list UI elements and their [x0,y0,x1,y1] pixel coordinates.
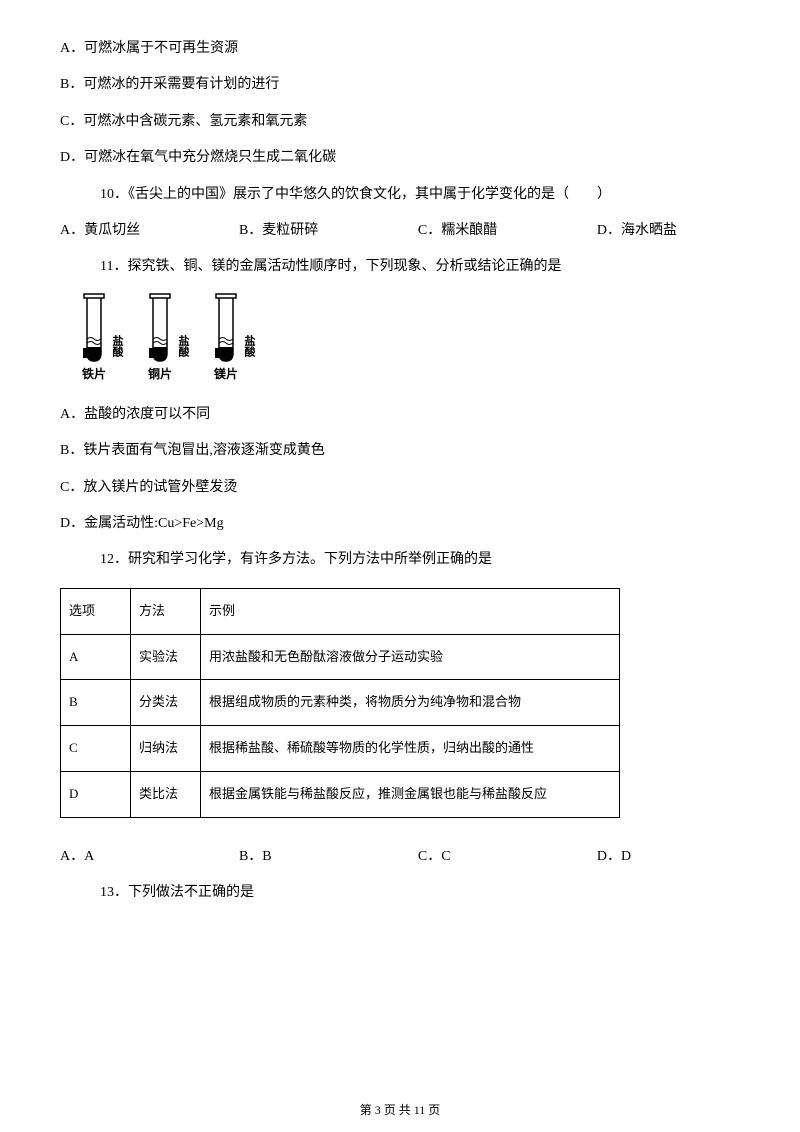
q12-option-b: B．B [239,846,418,868]
page-footer: 第 3 页 共 11 页 [0,1101,800,1120]
q10-option-b: B．麦粒研碎 [239,220,418,242]
test-tube-icon [215,293,237,363]
table-header-0: 选项 [61,588,131,634]
tube-3: 盐酸 镁片 [202,293,250,384]
q10-option-a: A．黄瓜切丝 [60,220,239,242]
tube-2-side-label: 盐酸 [177,335,189,357]
q10-option-d: D．海水晒盐 [597,220,740,242]
table-cell: 实验法 [131,634,201,680]
q12-option-a: A．A [60,846,239,868]
table-cell: 归纳法 [131,726,201,772]
tube-1-caption: 铁片 [82,365,106,384]
test-tube-icon [83,293,105,363]
table-cell: 类比法 [131,772,201,818]
table-cell: C [61,726,131,772]
q11-stem: 11．探究铁、铜、镁的金属活动性顺序时，下列现象、分析或结论正确的是 [100,256,740,278]
table-cell: 分类法 [131,680,201,726]
q12-table: 选项 方法 示例 A 实验法 用浓盐酸和无色酚酞溶液做分子运动实验 B 分类法 … [60,588,620,818]
q12-stem: 12．研究和学习化学，有许多方法。下列方法中所举例正确的是 [100,549,740,571]
table-cell: 根据稀盐酸、稀硫酸等物质的化学性质，归纳出酸的通性 [201,726,620,772]
table-cell: 根据金属铁能与稀盐酸反应，推测金属银也能与稀盐酸反应 [201,772,620,818]
table-row: A 实验法 用浓盐酸和无色酚酞溶液做分子运动实验 [61,634,620,680]
q9-option-a: A．可燃冰属于不可再生资源 [60,38,740,60]
q12-option-c: C．C [418,846,597,868]
table-cell: 用浓盐酸和无色酚酞溶液做分子运动实验 [201,634,620,680]
q9-option-b: B．可燃冰的开采需要有计划的进行 [60,74,740,96]
table-row: 选项 方法 示例 [61,588,620,634]
q10-options: A．黄瓜切丝 B．麦粒研碎 C．糯米酿醋 D．海水晒盐 [60,220,740,242]
q11-diagram: 盐酸 铁片 盐酸 铜片 [70,293,740,384]
q12-options: A．A B．B C．C D．D [60,846,740,868]
tube-3-caption: 镁片 [214,365,238,384]
table-header-2: 示例 [201,588,620,634]
tube-1-side-label: 盐酸 [111,335,123,357]
q9-option-c: C．可燃冰中含碳元素、氢元素和氧元素 [60,111,740,133]
q11-option-b: B．铁片表面有气泡冒出,溶液逐渐变成黄色 [60,440,740,462]
q10-option-c: C．糯米酿醋 [418,220,597,242]
tube-2: 盐酸 铜片 [136,293,184,384]
table-header-1: 方法 [131,588,201,634]
q11-option-c: C．放入镁片的试管外壁发烫 [60,477,740,499]
q11-option-a: A．盐酸的浓度可以不同 [60,404,740,426]
tube-3-side-label: 盐酸 [243,335,255,357]
table-row: B 分类法 根据组成物质的元素种类，将物质分为纯净物和混合物 [61,680,620,726]
q9-option-d: D．可燃冰在氧气中充分燃烧只生成二氧化碳 [60,147,740,169]
q11-option-d: D．金属活动性:Cu>Fe>Mg [60,513,740,535]
table-row: D 类比法 根据金属铁能与稀盐酸反应，推测金属银也能与稀盐酸反应 [61,772,620,818]
q12-option-d: D．D [597,846,740,868]
table-cell: A [61,634,131,680]
table-cell: B [61,680,131,726]
q10-stem: 10．《舌尖上的中国》展示了中华悠久的饮食文化，其中属于化学变化的是（ ） [100,184,740,206]
test-tube-icon [149,293,171,363]
table-row: C 归纳法 根据稀盐酸、稀硫酸等物质的化学性质，归纳出酸的通性 [61,726,620,772]
tube-1: 盐酸 铁片 [70,293,118,384]
q13-stem: 13．下列做法不正确的是 [100,882,740,904]
tube-2-caption: 铜片 [148,365,172,384]
table-cell: 根据组成物质的元素种类，将物质分为纯净物和混合物 [201,680,620,726]
table-cell: D [61,772,131,818]
